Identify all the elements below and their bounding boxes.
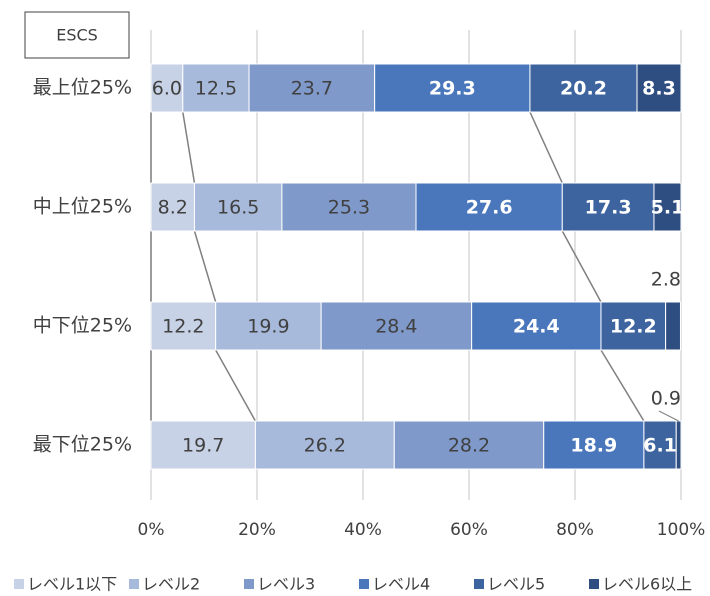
bar-segment	[150, 63, 184, 113]
data-label: 12.2	[610, 316, 657, 338]
x-tick-label: 0%	[138, 520, 165, 540]
data-label: 26.2	[304, 435, 346, 457]
bar-segment	[393, 420, 545, 470]
bar-segment	[529, 63, 638, 113]
bar-segment	[193, 182, 283, 232]
legend-label: レベル6以上	[602, 575, 692, 594]
x-tick-label: 100%	[657, 520, 706, 540]
bar-segment	[281, 182, 417, 232]
y-tick-label: 中上位25%	[33, 196, 132, 218]
x-tick-label: 60%	[450, 520, 488, 540]
legend-label: レベル3	[257, 575, 315, 594]
series-line	[193, 230, 217, 303]
bar-segment	[600, 301, 667, 351]
data-label: 25.3	[328, 197, 370, 219]
bar-segment	[636, 63, 682, 113]
bar-segment	[543, 420, 645, 470]
data-label: 0.9	[651, 388, 681, 410]
series-line	[561, 230, 602, 303]
y-tick-label: 最下位25%	[33, 434, 132, 456]
data-label: 18.9	[570, 435, 617, 457]
data-label: 16.5	[217, 197, 259, 219]
series-line	[529, 111, 563, 184]
data-label: 24.4	[513, 316, 560, 338]
data-label: 8.2	[158, 197, 188, 219]
legend-swatch	[474, 579, 484, 589]
x-tick-label: 20%	[238, 520, 276, 540]
data-label: 12.2	[162, 316, 204, 338]
data-label: 19.9	[247, 316, 289, 338]
x-tick-label: 40%	[344, 520, 382, 540]
legend-swatch	[129, 579, 139, 589]
series-line	[600, 349, 645, 422]
data-label: 6.1	[643, 435, 677, 457]
legend-swatch	[359, 579, 369, 589]
data-label: 20.2	[560, 78, 607, 100]
legend-swatch	[14, 579, 24, 589]
legend-label: レベル2	[142, 575, 200, 594]
data-label: 8.3	[642, 78, 676, 100]
bar-segment	[675, 420, 682, 470]
leader-line	[658, 410, 679, 422]
data-label: 5.1	[651, 197, 685, 219]
bar-segment	[665, 301, 681, 351]
bar-segment	[182, 63, 250, 113]
data-label: 23.7	[291, 78, 333, 100]
bar-segment	[653, 182, 682, 232]
legend-swatch	[589, 579, 599, 589]
x-tick-label: 80%	[556, 520, 594, 540]
y-tick-label: 中下位25%	[33, 315, 132, 337]
bar-segment	[150, 420, 256, 470]
series-line	[182, 111, 196, 184]
y-tick-label: 最上位25%	[33, 77, 132, 99]
legend-label: レベル5	[487, 575, 545, 594]
bar-segment	[643, 420, 677, 470]
data-label: 2.8	[651, 269, 681, 291]
series-line	[215, 349, 257, 422]
bar-segment	[320, 301, 473, 351]
data-label: 17.3	[585, 197, 632, 219]
annotation: ESCS	[56, 26, 98, 45]
bar-segment	[471, 301, 602, 351]
bar-segment	[415, 182, 563, 232]
data-label: 12.5	[195, 78, 237, 100]
data-label: 28.4	[375, 316, 417, 338]
legend-label: レベル1以下	[27, 575, 117, 594]
bar-segment	[248, 63, 376, 113]
legend-swatch	[244, 579, 254, 589]
bar-segment	[150, 182, 195, 232]
data-label: 19.7	[182, 435, 224, 457]
data-label: 6.0	[152, 78, 182, 100]
data-label: 29.3	[429, 78, 476, 100]
data-label: 27.6	[466, 197, 513, 219]
data-label: 28.2	[448, 435, 490, 457]
bar-segment	[374, 63, 531, 113]
legend-label: レベル4	[372, 575, 430, 594]
annotation-box	[24, 11, 130, 59]
bar-segment	[215, 301, 322, 351]
